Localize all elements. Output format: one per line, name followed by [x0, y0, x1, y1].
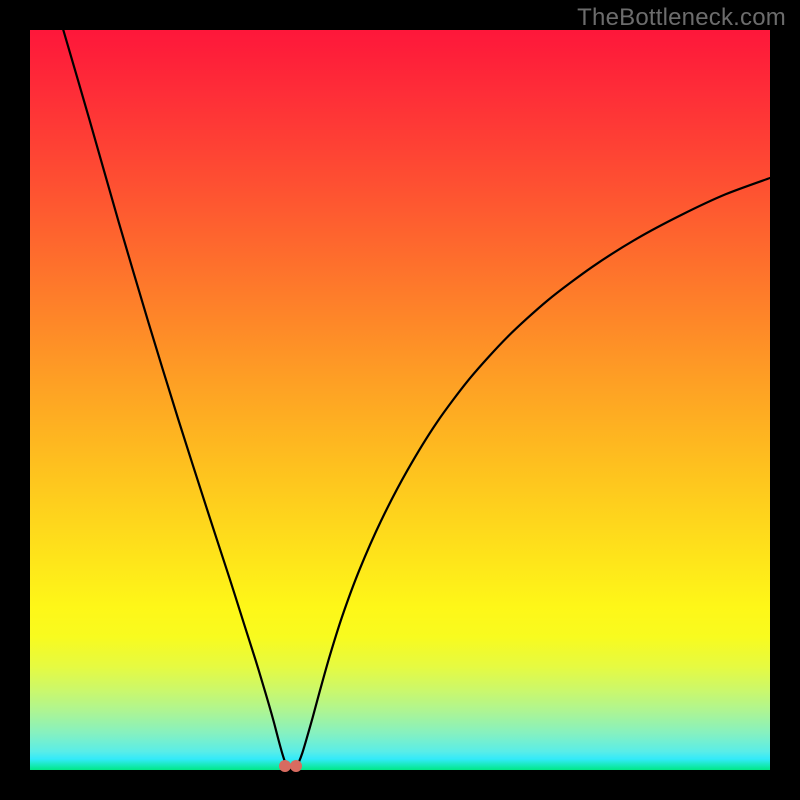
- plot-area: [30, 30, 770, 770]
- bottleneck-marker-0: [279, 760, 291, 772]
- bottleneck-marker-1: [290, 760, 302, 772]
- watermark-text: TheBottleneck.com: [577, 4, 786, 32]
- curve-layer: [30, 30, 770, 770]
- bottleneck-curve: [63, 30, 770, 770]
